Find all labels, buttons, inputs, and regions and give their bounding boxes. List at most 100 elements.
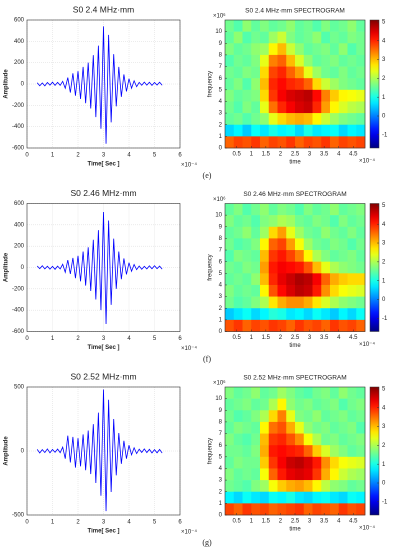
spectrogram-cell bbox=[251, 101, 261, 114]
spectrogram-cell bbox=[286, 480, 296, 493]
spectrogram-cell bbox=[356, 31, 366, 44]
spectrogram-cell bbox=[242, 203, 252, 216]
spectrogram-cell bbox=[233, 421, 243, 434]
spectrogram-cell bbox=[251, 43, 261, 56]
spectrogram-cell bbox=[242, 226, 252, 239]
spectrogram-cell bbox=[233, 445, 243, 458]
spectrogram-cell bbox=[233, 319, 243, 332]
spectrogram-cell bbox=[260, 468, 270, 481]
spectrogram-cell bbox=[286, 66, 296, 79]
spectrogram-cell bbox=[312, 456, 322, 469]
spectrogram-cell bbox=[242, 410, 252, 423]
spectrogram-cell bbox=[303, 433, 313, 446]
spectrogram-cell bbox=[277, 456, 287, 469]
colorbar-tick-label: 5 bbox=[382, 203, 386, 209]
spectrogram-cell bbox=[347, 387, 357, 399]
spectrogram-cell bbox=[338, 250, 348, 262]
spectrogram-cell bbox=[312, 101, 322, 114]
spectrogram-cell bbox=[321, 319, 331, 332]
spectrogram-cell bbox=[225, 319, 235, 332]
spectrogram-cell bbox=[347, 78, 357, 91]
spectrogram-cell bbox=[260, 319, 270, 332]
spectrogram-cell bbox=[277, 296, 287, 309]
spectrogram-cell bbox=[268, 319, 278, 332]
spectrogram-cell bbox=[303, 238, 313, 251]
spectrogram-cell bbox=[225, 66, 235, 79]
spectrogram-cell bbox=[286, 250, 296, 262]
spectrogram-cell bbox=[268, 250, 278, 262]
spectrogram-cell bbox=[321, 136, 331, 149]
spectrogram-cell bbox=[303, 66, 313, 79]
colorbar-tick-label: 2 bbox=[382, 76, 386, 82]
spectrogram-cell bbox=[277, 54, 287, 67]
spectrogram-cell bbox=[347, 468, 357, 481]
spectrogram-cell bbox=[251, 89, 261, 102]
spectrogram-cell bbox=[268, 66, 278, 79]
spectrogram-cell bbox=[242, 101, 252, 114]
spectrogram-cell bbox=[312, 491, 322, 504]
spectrogram-cell bbox=[233, 124, 243, 137]
spectrogram-cell bbox=[303, 468, 313, 481]
spectrogram-cell bbox=[295, 296, 305, 309]
spectrogram-cell bbox=[347, 136, 357, 149]
spectrogram-cell bbox=[268, 421, 278, 434]
spectrogram-cell bbox=[225, 284, 235, 297]
spectrogram-cell bbox=[330, 387, 340, 399]
spectrogram-cell bbox=[338, 410, 348, 423]
x-axis-label: Time[ Sec ] bbox=[88, 529, 120, 535]
x-tick-label: 5 bbox=[153, 153, 157, 159]
spectrogram-cell bbox=[225, 113, 235, 126]
spectrogram-cell bbox=[312, 398, 322, 411]
spectrogram-cell bbox=[356, 273, 366, 286]
spectrogram-cell bbox=[251, 445, 261, 458]
spectrogram-cell bbox=[286, 54, 296, 67]
waveform bbox=[36, 389, 163, 512]
spectrogram-cell bbox=[356, 296, 366, 309]
spectrogram-cell bbox=[338, 273, 348, 286]
spectrogram-cell bbox=[242, 273, 252, 286]
spectrogram-cell bbox=[268, 480, 278, 493]
spectrogram-cell bbox=[347, 445, 357, 458]
spectrogram-cell bbox=[303, 503, 313, 516]
spectrogram-cell bbox=[347, 66, 357, 79]
spectrogram-cell bbox=[295, 421, 305, 434]
spectrogram-cell bbox=[330, 421, 340, 434]
spectrogram-cell bbox=[330, 250, 340, 262]
spectrogram-cell bbox=[268, 261, 278, 274]
spectrogram-cell bbox=[242, 54, 252, 67]
spectrogram-cell bbox=[303, 101, 313, 114]
colorbar bbox=[369, 19, 380, 149]
spectrogram-cell bbox=[268, 398, 278, 411]
y-tick-label: 3 bbox=[219, 478, 223, 484]
spectrogram-cell bbox=[312, 445, 322, 458]
y-tick-label: 7 bbox=[219, 431, 223, 437]
spectrogram-cell bbox=[338, 124, 348, 137]
spectrogram-cell bbox=[260, 491, 270, 504]
x-tick-label: 4 bbox=[337, 335, 341, 341]
caption: (e) bbox=[203, 171, 212, 180]
spectrogram-cell bbox=[330, 491, 340, 504]
y-tick-label: 500 bbox=[14, 385, 25, 391]
y-tick-label: 9 bbox=[219, 224, 223, 230]
spectrogram-cell bbox=[330, 296, 340, 309]
spectrogram-cell bbox=[260, 433, 270, 446]
spectrogram-cell bbox=[233, 480, 243, 493]
x-tick-label: 1.5 bbox=[262, 152, 271, 158]
spectrogram-cell bbox=[338, 101, 348, 114]
x-multiplier: ×10⁻⁴ bbox=[359, 341, 375, 348]
spectrogram-cell bbox=[277, 387, 287, 399]
spectrogram-cell bbox=[347, 480, 357, 493]
spectrogram-cell bbox=[260, 226, 270, 239]
spectrogram-cell bbox=[338, 480, 348, 493]
spectrogram-cell bbox=[321, 89, 331, 102]
spectrogram-cell bbox=[286, 387, 296, 399]
spectrogram-cell bbox=[277, 20, 287, 32]
x-tick-label: 1 bbox=[51, 153, 55, 159]
spectrogram-cell bbox=[286, 273, 296, 286]
spectrogram-cell bbox=[312, 503, 322, 516]
y-tick-label: -200 bbox=[12, 286, 25, 292]
y-multiplier: ×10⁶ bbox=[213, 380, 226, 387]
spectrogram-cell bbox=[233, 503, 243, 516]
spectrogram-cell bbox=[277, 468, 287, 481]
spectrogram-cell bbox=[225, 480, 235, 493]
